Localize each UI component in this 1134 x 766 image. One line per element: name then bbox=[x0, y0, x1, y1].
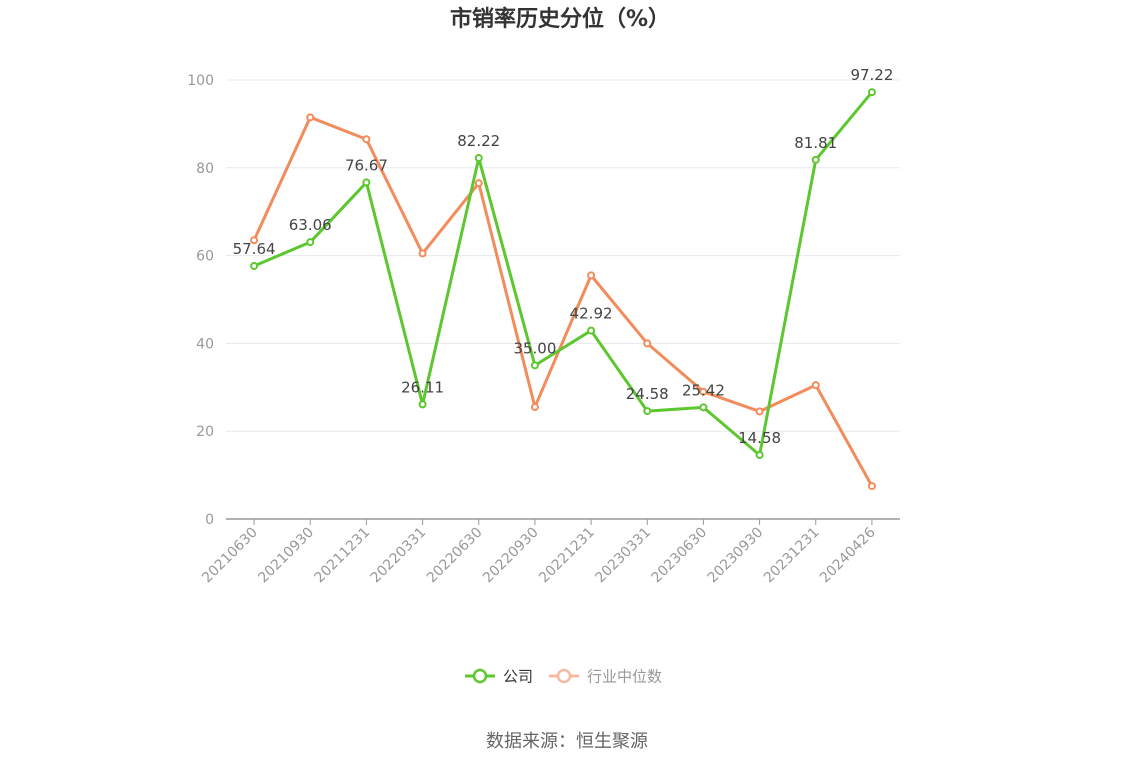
x-tick-label: 20230930 bbox=[705, 525, 767, 587]
data-point-company bbox=[755, 450, 764, 459]
y-axis: 0 20 40 60 80 100 bbox=[187, 73, 214, 528]
series-line-company bbox=[253, 91, 874, 457]
data-point-company bbox=[643, 407, 652, 416]
data-label: 35.00 bbox=[513, 339, 556, 357]
y-tick-label: 80 bbox=[196, 161, 214, 177]
data-point-industry-median bbox=[755, 407, 764, 416]
legend-label: 行业中位数 bbox=[587, 668, 662, 686]
data-point-company bbox=[811, 155, 820, 164]
data-source-note: 数据来源：恒生聚源 bbox=[486, 731, 648, 752]
data-point-industry-median bbox=[362, 135, 371, 144]
x-tick-label: 20220930 bbox=[480, 525, 542, 587]
data-point-industry-median bbox=[474, 179, 483, 188]
data-label: 81.81 bbox=[794, 134, 837, 152]
y-tick-label: 0 bbox=[205, 512, 214, 528]
legend[interactable]: 公司 行业中位数 bbox=[465, 668, 662, 686]
data-labels: 57.64 63.06 76.67 26.11 82.22 35.00 42.92 24.58… bbox=[233, 66, 894, 447]
y-tick-label: 100 bbox=[187, 73, 214, 89]
data-point-industry-median bbox=[250, 236, 259, 245]
x-tick-label: 20210930 bbox=[255, 525, 317, 587]
data-point-company bbox=[699, 403, 708, 412]
data-point-company bbox=[418, 400, 427, 409]
legend-item-industry-median[interactable]: 行业中位数 bbox=[549, 668, 662, 686]
data-point-industry-median bbox=[418, 249, 427, 258]
chart-title: 市销率历史分位（%） bbox=[450, 6, 670, 32]
data-point-industry-median bbox=[587, 271, 596, 280]
x-tick-label: 20230630 bbox=[649, 525, 711, 587]
data-point-industry-median bbox=[643, 339, 652, 348]
data-point-company bbox=[362, 178, 371, 187]
data-label: 24.58 bbox=[626, 385, 669, 403]
y-tick-label: 20 bbox=[196, 424, 214, 440]
data-label: 97.22 bbox=[850, 66, 893, 84]
series-points bbox=[250, 88, 876, 491]
x-tick-label: 20230331 bbox=[592, 525, 654, 587]
x-tick-label: 20220630 bbox=[424, 525, 486, 587]
data-label: 14.58 bbox=[738, 429, 781, 447]
legend-label: 公司 bbox=[503, 668, 533, 686]
data-point-industry-median bbox=[811, 381, 820, 390]
data-label: 26.11 bbox=[401, 378, 444, 396]
data-label: 25.42 bbox=[682, 381, 725, 399]
data-point-industry-median bbox=[306, 113, 315, 122]
data-label: 42.92 bbox=[570, 305, 613, 323]
data-point-company bbox=[867, 88, 876, 97]
data-point-company bbox=[530, 361, 539, 370]
x-tick-label: 20221231 bbox=[536, 525, 598, 587]
legend-item-company[interactable]: 公司 bbox=[465, 668, 533, 686]
data-point-company bbox=[306, 238, 315, 247]
x-tick-label: 20240426 bbox=[817, 524, 879, 586]
grid-lines bbox=[226, 79, 900, 432]
data-point-company bbox=[474, 154, 483, 163]
data-point-company bbox=[587, 326, 596, 335]
data-point-industry-median bbox=[699, 387, 708, 396]
x-tick-label: 20220331 bbox=[368, 525, 430, 587]
data-label: 57.64 bbox=[233, 240, 276, 258]
data-point-company bbox=[250, 261, 259, 270]
series-lines bbox=[252, 91, 874, 487]
data-label: 76.67 bbox=[345, 156, 388, 174]
legend-marker bbox=[472, 668, 488, 684]
data-point-industry-median bbox=[530, 403, 539, 412]
y-tick-label: 60 bbox=[196, 249, 214, 265]
x-tick-label: 20231231 bbox=[761, 525, 823, 587]
data-label: 82.22 bbox=[457, 132, 500, 150]
y-tick-label: 40 bbox=[196, 336, 214, 352]
x-tick-label: 20210630 bbox=[199, 525, 261, 587]
data-label: 63.06 bbox=[289, 216, 332, 234]
data-point-industry-median bbox=[867, 482, 876, 491]
legend-marker bbox=[556, 668, 572, 684]
x-tick-label: 20211231 bbox=[312, 525, 374, 587]
x-axis: 2021063020210930202112312022033120220630… bbox=[199, 518, 900, 587]
